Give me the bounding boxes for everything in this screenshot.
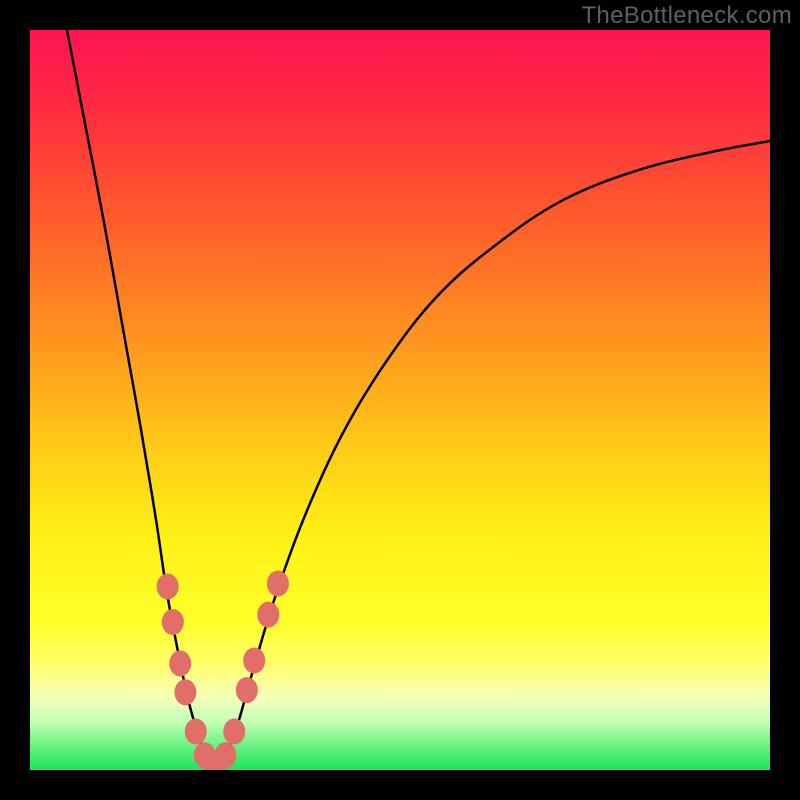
watermark-text: TheBottleneck.com (581, 2, 792, 30)
data-marker (257, 602, 279, 628)
figure-root: TheBottleneck.com (0, 0, 800, 800)
data-marker (174, 679, 196, 705)
data-marker (236, 677, 258, 703)
data-marker (214, 742, 236, 768)
data-marker (223, 719, 245, 745)
data-marker (157, 573, 179, 599)
data-marker (267, 571, 289, 597)
data-marker (162, 609, 184, 635)
data-marker (185, 719, 207, 745)
data-marker (169, 650, 191, 676)
data-marker (243, 647, 265, 673)
plot-background (30, 30, 770, 770)
plot-svg (0, 0, 800, 800)
